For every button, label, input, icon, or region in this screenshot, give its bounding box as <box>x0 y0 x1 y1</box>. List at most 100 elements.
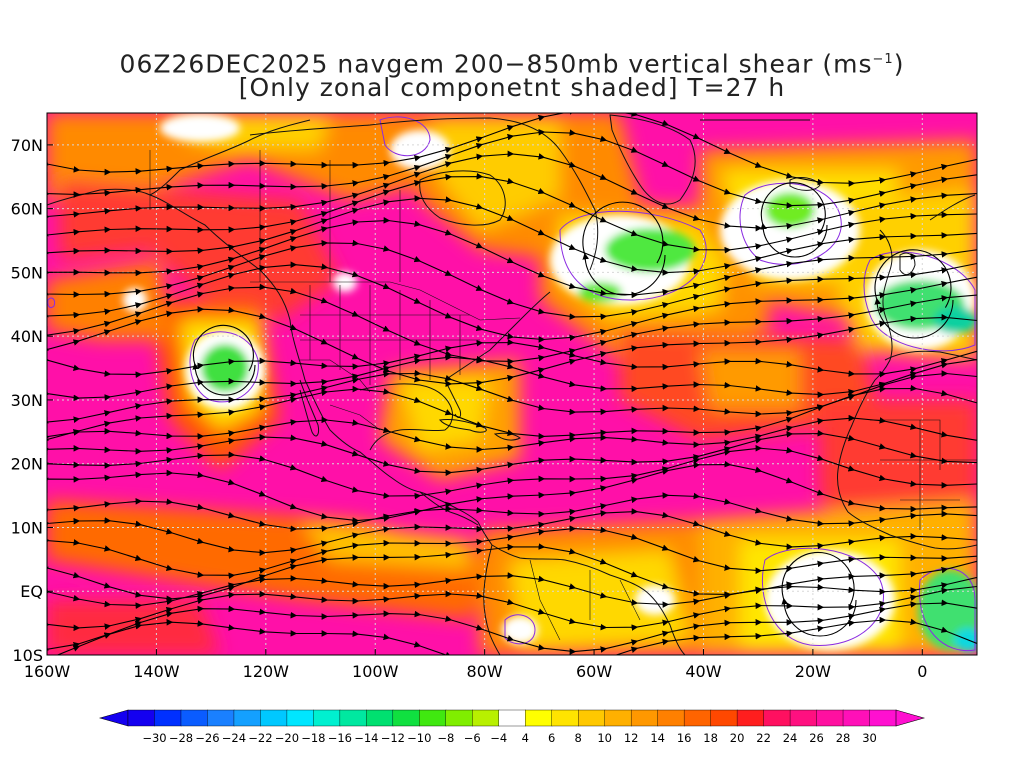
streamline <box>874 249 954 339</box>
colorbar-swatch <box>736 709 765 727</box>
lon-label: 160W <box>24 662 71 681</box>
lat-label: 50N <box>11 263 43 282</box>
colorbar-min-arrow <box>98 709 129 727</box>
lon-label: 60W <box>576 662 612 681</box>
lon-label: 40W <box>685 662 721 681</box>
streamline <box>192 324 256 396</box>
colorbar-label: 14 <box>650 731 665 745</box>
colorbar-swatch <box>789 709 818 727</box>
colorbar-max-arrow <box>895 709 926 727</box>
easterly-patch-gulf-of-guinea <box>954 628 977 652</box>
colorbar-swatch <box>630 709 659 727</box>
lat-label: 70N <box>11 136 43 155</box>
colorbar-label: −4 <box>490 731 507 745</box>
chart-title-line2: [Only zonal componetnt shaded] T=27 h <box>238 73 786 102</box>
colorbar-label: 30 <box>862 731 877 745</box>
lon-label: 0 <box>917 662 927 681</box>
streamline <box>760 182 828 258</box>
colorbar-swatch <box>445 709 473 727</box>
lat-label: 30N <box>11 391 43 410</box>
easterly-patch-labrador <box>605 228 695 272</box>
colorbar-swatch <box>551 709 579 727</box>
streamline <box>781 551 857 637</box>
lon-label: 20W <box>795 662 831 681</box>
colorbar-swatch <box>710 709 738 727</box>
colorbar-swatch <box>233 709 262 727</box>
lon-label: 100W <box>352 662 399 681</box>
colorbar-label: −6 <box>464 731 481 745</box>
colorbar-swatch <box>127 709 156 727</box>
colorbar-label: 26 <box>809 731 824 745</box>
colorbar-swatch <box>763 709 791 727</box>
colorbar-swatch <box>286 709 314 727</box>
shear-band-mid-atlantic-low <box>700 350 800 410</box>
lat-label: EQ <box>20 582 43 601</box>
lon-label: 120W <box>243 662 290 681</box>
colorbar-label: 10 <box>597 731 612 745</box>
lat-label: 10S <box>12 646 43 665</box>
colorbar-swatch <box>869 709 897 727</box>
colorbar-label: −26 <box>195 731 219 745</box>
colorbar-swatch <box>339 709 367 727</box>
streamline <box>582 201 666 296</box>
colorbar-label: −20 <box>275 731 299 745</box>
chart-title-line1: 06Z26DEC2025 navgem 200−850mb vertical s… <box>0 46 1024 78</box>
lat-label: 10N <box>11 518 43 537</box>
title-suffix: ) <box>893 49 905 79</box>
colorbar-label: 18 <box>703 731 718 745</box>
title-prefix: 06Z26DEC2025 navgem 200−850mb vertical s… <box>119 49 873 79</box>
colorbar-swatch <box>419 709 447 727</box>
shear-streamlines <box>47 113 977 655</box>
title-superscript: −1 <box>872 52 894 67</box>
streamline <box>47 306 977 388</box>
colorbar-label: 16 <box>677 731 692 745</box>
colorbar-label: −30 <box>142 731 166 745</box>
colorbar-label: 22 <box>756 731 771 745</box>
colorbar-swatch <box>180 709 209 727</box>
colorbar-swatch <box>260 709 288 727</box>
lon-label: 140W <box>133 662 180 681</box>
colorbar-label: −28 <box>169 731 193 745</box>
colorbar-swatch <box>657 709 685 727</box>
colorbar-label: 20 <box>730 731 745 745</box>
colorbar-swatch <box>842 709 871 727</box>
colorbar-swatch <box>816 709 844 727</box>
colorbar-label: 6 <box>548 731 555 745</box>
colorbar-label: −22 <box>248 731 272 745</box>
colorbar-label: −16 <box>328 731 352 745</box>
colorbar: −30 −28 −26 −24 −22 −20 −18 −16 −14 −12 −10 −8 −6 −4 4… <box>98 709 926 745</box>
colorbar-swatch <box>207 709 235 727</box>
colorbar-label: −12 <box>381 731 405 745</box>
colorbar-swatch <box>472 709 500 727</box>
lon-label: 80W <box>467 662 503 681</box>
colorbar-label: 24 <box>783 731 798 745</box>
lat-label: 40N <box>11 327 43 346</box>
lat-label: 20N <box>11 455 43 474</box>
colorbar-label: 28 <box>836 731 851 745</box>
colorbar-label: −10 <box>407 731 431 745</box>
colorbar-label: −14 <box>354 731 378 745</box>
colorbar-swatch <box>392 709 420 727</box>
colorbar-swatch <box>578 709 606 727</box>
colorbar-swatch <box>154 709 182 727</box>
lat-label: 60N <box>11 200 43 219</box>
colorbar-swatch <box>525 709 553 727</box>
colorbar-label: −18 <box>301 731 325 745</box>
streamline <box>47 616 977 655</box>
colorbar-label: −24 <box>222 731 246 745</box>
colorbar-swatch <box>683 709 712 727</box>
colorbar-swatch <box>604 709 632 727</box>
colorbar-swatch <box>366 709 394 727</box>
map-frame <box>46 112 978 656</box>
calm-patch-alaska <box>160 114 240 142</box>
colorbar-swatch <box>313 709 341 727</box>
colorbar-label: −8 <box>437 731 454 745</box>
colorbar-label: 8 <box>575 731 582 745</box>
colorbar-label: 12 <box>624 731 639 745</box>
colorbar-swatch <box>498 709 526 727</box>
easterly-patch-pacific-coast <box>201 344 249 392</box>
calm-patch-canada <box>390 130 450 170</box>
colorbar-label: 4 <box>522 731 529 745</box>
